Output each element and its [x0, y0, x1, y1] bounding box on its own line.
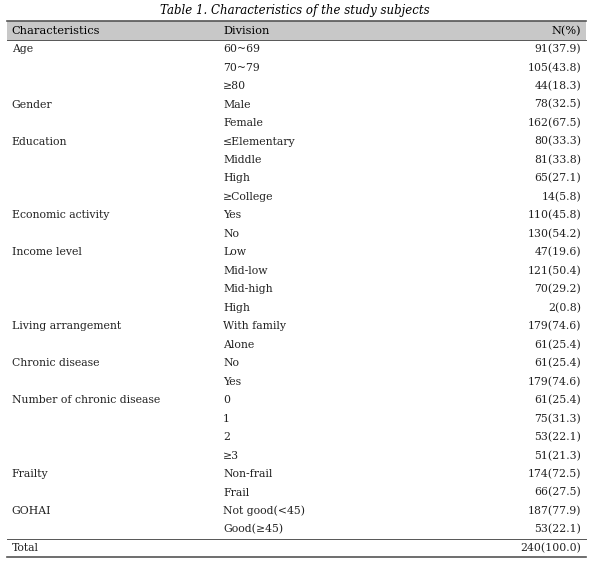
Text: 179(74.6): 179(74.6) — [528, 377, 581, 387]
Text: 2(0.8): 2(0.8) — [548, 303, 581, 313]
Text: ≥3: ≥3 — [223, 451, 239, 461]
Text: 75(31.3): 75(31.3) — [535, 413, 581, 424]
Text: Chronic disease: Chronic disease — [12, 358, 100, 368]
Text: 179(74.6): 179(74.6) — [528, 321, 581, 332]
Text: 53(22.1): 53(22.1) — [534, 525, 581, 535]
Text: Division: Division — [223, 26, 270, 36]
Text: Total: Total — [12, 543, 39, 553]
Text: 14(5.8): 14(5.8) — [542, 192, 581, 202]
Text: Mid-high: Mid-high — [223, 284, 273, 294]
Text: Male: Male — [223, 100, 250, 109]
Text: Middle: Middle — [223, 155, 262, 165]
Text: Yes: Yes — [223, 377, 241, 387]
Text: 61(25.4): 61(25.4) — [535, 358, 581, 368]
Text: 1: 1 — [223, 413, 230, 424]
Text: High: High — [223, 303, 250, 313]
Text: 80(33.3): 80(33.3) — [534, 136, 581, 147]
Text: 78(32.5): 78(32.5) — [535, 99, 581, 110]
Text: Alone: Alone — [223, 340, 254, 350]
Text: Number of chronic disease: Number of chronic disease — [12, 395, 160, 405]
Text: 51(21.3): 51(21.3) — [534, 451, 581, 461]
Text: 65(27.1): 65(27.1) — [535, 173, 581, 184]
Text: GOHAI: GOHAI — [12, 506, 51, 516]
Text: 70~79: 70~79 — [223, 63, 260, 73]
Text: 2: 2 — [223, 432, 230, 442]
Text: 61(25.4): 61(25.4) — [535, 340, 581, 350]
Text: N(%): N(%) — [552, 25, 581, 36]
Text: Non-frail: Non-frail — [223, 469, 273, 479]
Text: High: High — [223, 174, 250, 183]
Text: 110(45.8): 110(45.8) — [528, 210, 581, 221]
Text: ≥College: ≥College — [223, 192, 274, 202]
Text: Low: Low — [223, 248, 246, 257]
Text: Age: Age — [12, 44, 33, 54]
Text: 174(72.5): 174(72.5) — [528, 469, 581, 479]
Text: Economic activity: Economic activity — [12, 210, 109, 221]
Text: Female: Female — [223, 118, 263, 128]
Text: 187(77.9): 187(77.9) — [528, 506, 581, 516]
Text: ≥80: ≥80 — [223, 81, 246, 91]
Text: 240(100.0): 240(100.0) — [521, 543, 581, 553]
Text: Frail: Frail — [223, 487, 249, 497]
Text: 0: 0 — [223, 395, 230, 405]
Text: 81(33.8): 81(33.8) — [534, 155, 581, 165]
Text: 66(27.5): 66(27.5) — [535, 487, 581, 497]
Text: Yes: Yes — [223, 210, 241, 221]
Text: 61(25.4): 61(25.4) — [535, 395, 581, 406]
Text: 60~69: 60~69 — [223, 44, 260, 54]
Text: 105(43.8): 105(43.8) — [528, 63, 581, 73]
Text: Mid-low: Mid-low — [223, 266, 267, 276]
Text: With family: With family — [223, 321, 286, 331]
Text: Good(≥45): Good(≥45) — [223, 525, 283, 535]
Text: 44(18.3): 44(18.3) — [535, 81, 581, 91]
Text: Education: Education — [12, 136, 67, 147]
Text: Living arrangement: Living arrangement — [12, 321, 121, 331]
Text: ≤Elementary: ≤Elementary — [223, 136, 296, 147]
Text: Income level: Income level — [12, 248, 82, 257]
Text: Gender: Gender — [12, 100, 52, 109]
Text: 70(29.2): 70(29.2) — [535, 284, 581, 294]
Text: Table 1. Characteristics of the study subjects: Table 1. Characteristics of the study su… — [160, 4, 429, 17]
Text: 91(37.9): 91(37.9) — [535, 44, 581, 54]
Text: 47(19.6): 47(19.6) — [535, 247, 581, 258]
Text: 130(54.2): 130(54.2) — [528, 229, 581, 239]
Text: No: No — [223, 358, 239, 368]
Text: Frailty: Frailty — [12, 469, 48, 479]
Text: Characteristics: Characteristics — [12, 26, 100, 36]
Text: Not good(<45): Not good(<45) — [223, 506, 305, 516]
Text: 121(50.4): 121(50.4) — [528, 266, 581, 276]
Text: No: No — [223, 229, 239, 239]
Text: 162(67.5): 162(67.5) — [528, 118, 581, 128]
Text: 53(22.1): 53(22.1) — [534, 432, 581, 442]
